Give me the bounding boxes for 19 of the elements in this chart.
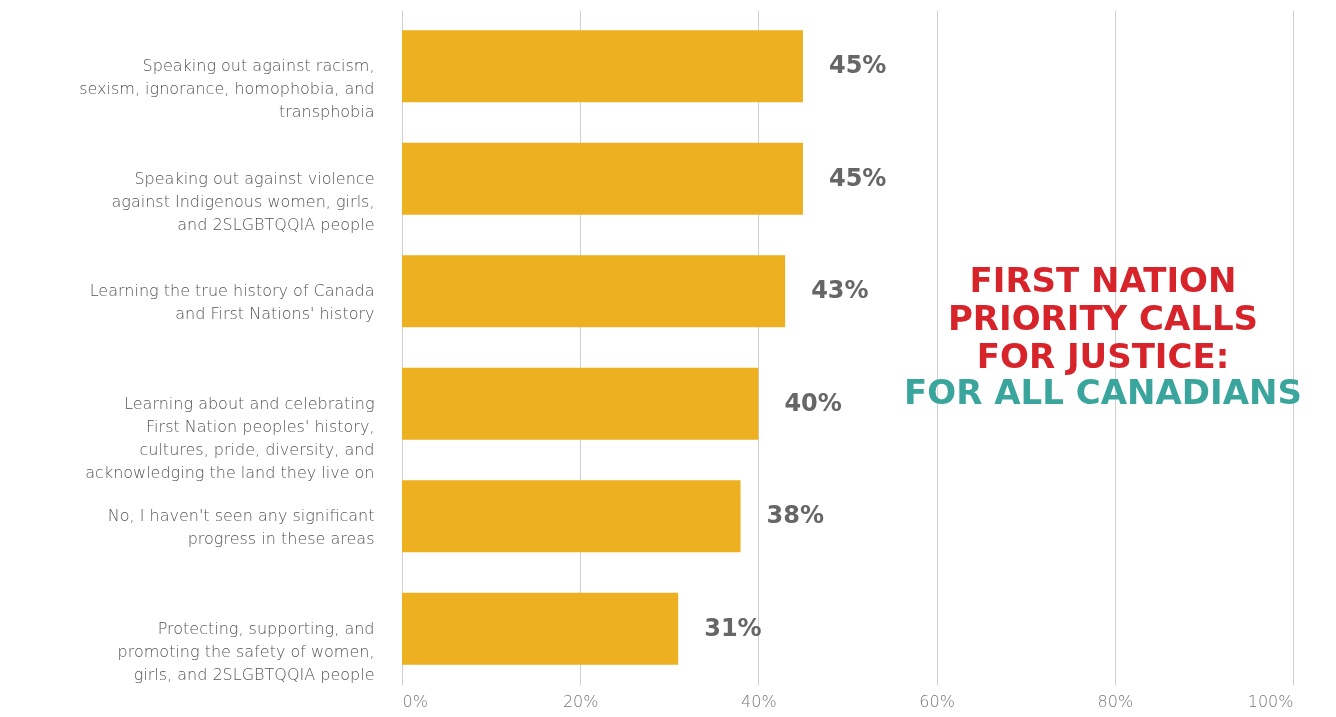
y-tick-label: Learning the true history of Canada and First Nations' history — [89, 281, 375, 324]
x-tick-label: 100% — [1247, 691, 1294, 711]
data-label: 45% — [828, 163, 887, 192]
data-label: 40% — [784, 388, 842, 417]
x-tick-label: 80% — [1097, 691, 1134, 711]
y-tick-label: Learning about and celebrating First Nation peoples' history, cultures, pride, diversity, and acknowledging the land they live on — [85, 393, 375, 482]
x-tick-label: 20% — [562, 691, 599, 711]
text: FIRST NATION PRIORITY CALLS FOR JUSTICE: — [947, 260, 1259, 376]
x-tick-label: 0% — [402, 691, 428, 711]
data-label: 43% — [811, 276, 869, 305]
y-tick-label: Speaking out against racism, sexism, ignorance, homophobia, and transphobia — [79, 56, 375, 122]
y-tick-label: Speaking out against violence against Indigenous women, girls, and 2SLGBTQQIA people — [111, 168, 375, 234]
data-label: 31% — [704, 613, 762, 642]
data-label: 38% — [766, 501, 825, 530]
x-tick-label: 40% — [741, 691, 777, 711]
x-tick-label: 60% — [919, 691, 955, 711]
y-tick-label: No, I haven't seen any significant progress in these areas — [107, 506, 375, 549]
y-tick-label: Protecting, supporting, and promoting the safety of women, girls, and 2SLGBTQQIA people — [117, 618, 375, 684]
data-label: 45% — [828, 51, 887, 80]
